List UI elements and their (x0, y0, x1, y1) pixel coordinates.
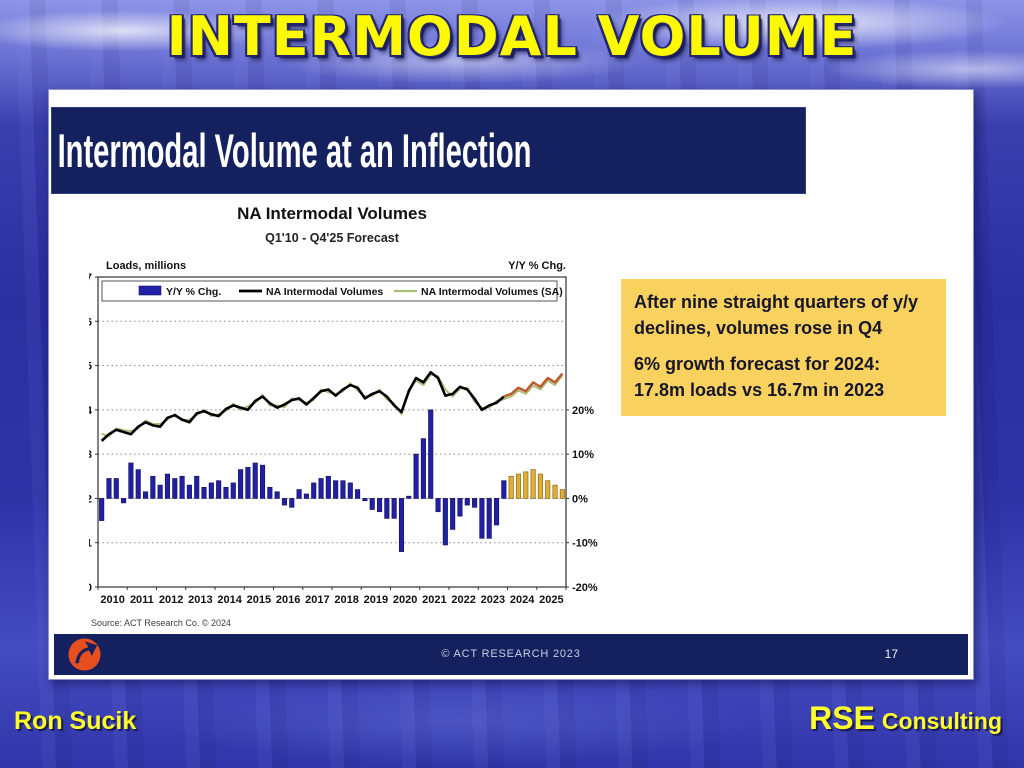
svg-text:2017: 2017 (305, 594, 329, 606)
svg-text:2016: 2016 (276, 594, 300, 606)
svg-text:NA Intermodal Volumes (SA): NA Intermodal Volumes (SA) (421, 286, 563, 298)
brand-rse: RSE (809, 700, 875, 736)
svg-text:2025: 2025 (539, 594, 563, 606)
chart-subtitle: Q1'10 - Q4'25 Forecast (265, 231, 399, 245)
svg-text:2015: 2015 (247, 594, 271, 606)
svg-text:2: 2 (89, 493, 92, 505)
svg-text:2020: 2020 (393, 594, 417, 606)
svg-text:4: 4 (89, 405, 93, 417)
svg-text:6: 6 (89, 316, 92, 328)
svg-text:2022: 2022 (451, 594, 475, 606)
act-research-arrow-logo-icon (68, 638, 101, 671)
svg-text:5: 5 (89, 361, 92, 373)
svg-text:2014: 2014 (217, 594, 242, 606)
callout-line-1: After nine straight quarters of y/y decl… (634, 292, 919, 338)
callout-line-2: 6% growth forecast for 2024: 17.8m loads… (634, 354, 885, 400)
chart-title: NA Intermodal Volumes (237, 204, 427, 223)
svg-text:0%: 0% (572, 493, 588, 505)
svg-text:2011: 2011 (130, 594, 154, 606)
svg-text:-20%: -20% (572, 582, 598, 594)
brand-consulting: Consulting (881, 708, 1002, 734)
svg-text:2024: 2024 (510, 594, 535, 606)
presentation-slide: Intermodal Volume at an Inflection NA In… (48, 89, 974, 680)
svg-text:2012: 2012 (159, 594, 183, 606)
svg-text:Y/Y % Chg.: Y/Y % Chg. (166, 286, 221, 298)
svg-text:-10%: -10% (572, 538, 598, 550)
chart-source-note: Source: ACT Research Co. © 2024 (91, 618, 232, 628)
svg-text:0: 0 (89, 582, 92, 594)
intermodal-volume-chart: Loads, millions Y/Y % Chg. Y/Y % Chg. NA In… (89, 260, 598, 606)
slide-header-title: Intermodal Volume at an Inflection (57, 124, 532, 177)
svg-text:10%: 10% (572, 449, 594, 461)
slide-header-bar: Intermodal Volume at an Inflection (51, 107, 806, 194)
svg-text:2019: 2019 (364, 594, 388, 606)
svg-text:2023: 2023 (481, 594, 505, 606)
svg-text:2013: 2013 (188, 594, 212, 606)
slide-page-number: 17 (884, 647, 898, 661)
brand-lockup: RSE Consulting (809, 700, 1002, 737)
svg-text:2010: 2010 (100, 594, 124, 606)
svg-text:Y/Y % Chg.: Y/Y % Chg. (508, 260, 566, 272)
page-title: INTERMODAL VOLUME (166, 5, 858, 68)
svg-text:Loads, millions: Loads, millions (106, 260, 186, 272)
presenter-name: Ron Sucik (14, 707, 137, 735)
svg-text:7: 7 (89, 272, 92, 284)
svg-text:1: 1 (89, 538, 92, 550)
svg-text:3: 3 (89, 449, 92, 461)
svg-text:2021: 2021 (422, 594, 446, 606)
slide-footer-bar: © ACT RESEARCH 2023 17 (54, 634, 968, 675)
footer-copyright: © ACT RESEARCH 2023 (441, 648, 581, 660)
callout-box: After nine straight quarters of y/y decl… (621, 279, 946, 416)
svg-text:NA Intermodal Volumes: NA Intermodal Volumes (266, 286, 383, 298)
svg-text:2018: 2018 (334, 594, 358, 606)
svg-text:20%: 20% (572, 405, 594, 417)
